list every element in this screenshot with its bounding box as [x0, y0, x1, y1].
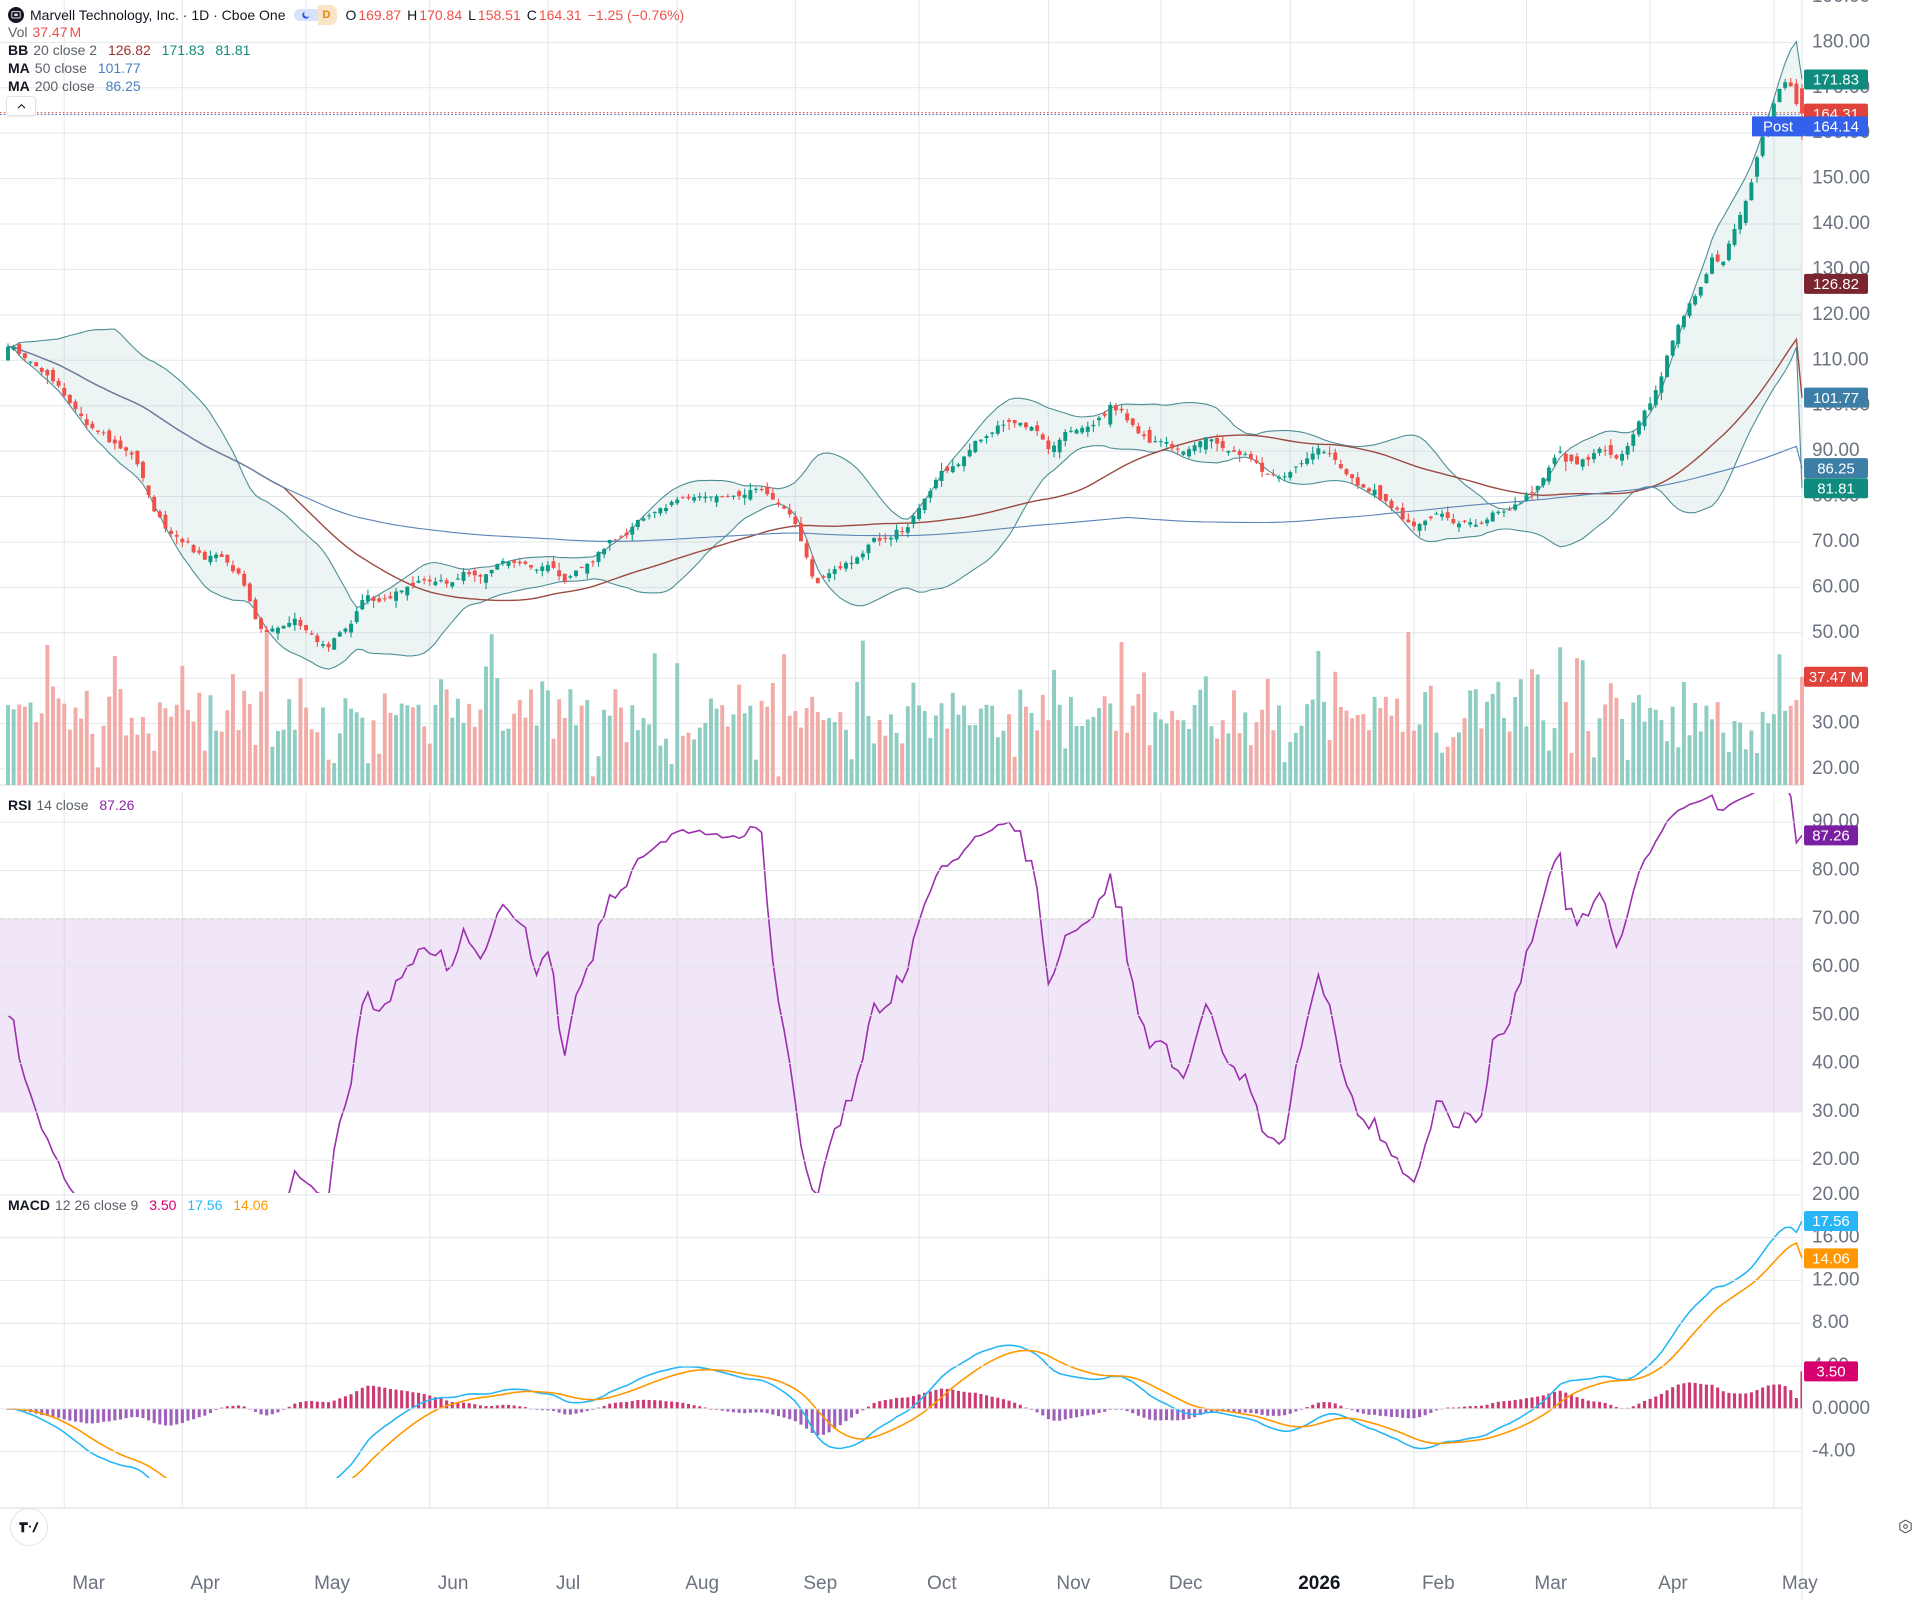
- svg-text:Jun: Jun: [438, 1573, 469, 1594]
- svg-text:Mar: Mar: [1534, 1573, 1567, 1594]
- svg-text:87.26: 87.26: [1812, 828, 1850, 845]
- svg-text:110.00: 110.00: [1812, 349, 1869, 370]
- svg-text:20.00: 20.00: [1812, 758, 1860, 779]
- svg-text:0.0000: 0.0000: [1812, 1398, 1870, 1419]
- svg-text:Apr: Apr: [1658, 1573, 1688, 1594]
- svg-text:20.00: 20.00: [1812, 1184, 1860, 1205]
- svg-text:81.81: 81.81: [1817, 481, 1855, 498]
- svg-text:120.00: 120.00: [1812, 304, 1870, 325]
- svg-text:2026: 2026: [1298, 1573, 1340, 1594]
- svg-text:86.25: 86.25: [1817, 460, 1855, 477]
- svg-text:Jul: Jul: [556, 1573, 580, 1594]
- svg-text:Oct: Oct: [927, 1573, 957, 1594]
- svg-text:80.00: 80.00: [1812, 859, 1860, 880]
- svg-text:Nov: Nov: [1056, 1573, 1090, 1594]
- svg-text:60.00: 60.00: [1812, 956, 1860, 977]
- svg-text:164.14: 164.14: [1813, 119, 1859, 136]
- svg-text:17.56: 17.56: [1812, 1213, 1850, 1230]
- svg-text:171.83: 171.83: [1813, 72, 1859, 89]
- svg-text:70.00: 70.00: [1812, 908, 1860, 929]
- svg-text:30.00: 30.00: [1812, 713, 1860, 734]
- svg-text:40.00: 40.00: [1812, 1053, 1860, 1074]
- svg-text:30.00: 30.00: [1812, 1101, 1860, 1122]
- svg-text:Mar: Mar: [72, 1573, 105, 1594]
- svg-text:140.00: 140.00: [1812, 213, 1870, 234]
- svg-text:60.00: 60.00: [1812, 576, 1860, 597]
- svg-text:126.82: 126.82: [1813, 276, 1859, 293]
- svg-text:70.00: 70.00: [1812, 531, 1860, 552]
- svg-text:Post: Post: [1763, 118, 1794, 135]
- svg-text:150.00: 150.00: [1812, 168, 1870, 189]
- svg-text:May: May: [1782, 1573, 1818, 1594]
- svg-text:190.00: 190.00: [1812, 0, 1870, 7]
- svg-text:50.00: 50.00: [1812, 622, 1860, 643]
- svg-text:12.00: 12.00: [1812, 1269, 1860, 1290]
- svg-text:180.00: 180.00: [1812, 31, 1870, 52]
- svg-text:Sep: Sep: [803, 1573, 837, 1594]
- svg-text:Feb: Feb: [1422, 1573, 1455, 1594]
- svg-text:Aug: Aug: [685, 1573, 719, 1594]
- svg-text:-4.00: -4.00: [1812, 1441, 1855, 1462]
- svg-text:Apr: Apr: [190, 1573, 220, 1594]
- svg-text:50.00: 50.00: [1812, 1004, 1860, 1025]
- svg-text:90.00: 90.00: [1812, 440, 1860, 461]
- svg-text:3.50: 3.50: [1816, 1364, 1845, 1381]
- svg-text:37.47 M: 37.47 M: [1809, 669, 1863, 686]
- svg-text:8.00: 8.00: [1812, 1312, 1849, 1333]
- svg-text:20.00: 20.00: [1812, 1149, 1860, 1170]
- svg-text:14.06: 14.06: [1812, 1251, 1850, 1268]
- svg-text:101.77: 101.77: [1813, 390, 1859, 407]
- svg-text:May: May: [314, 1573, 350, 1594]
- svg-text:Dec: Dec: [1169, 1573, 1203, 1594]
